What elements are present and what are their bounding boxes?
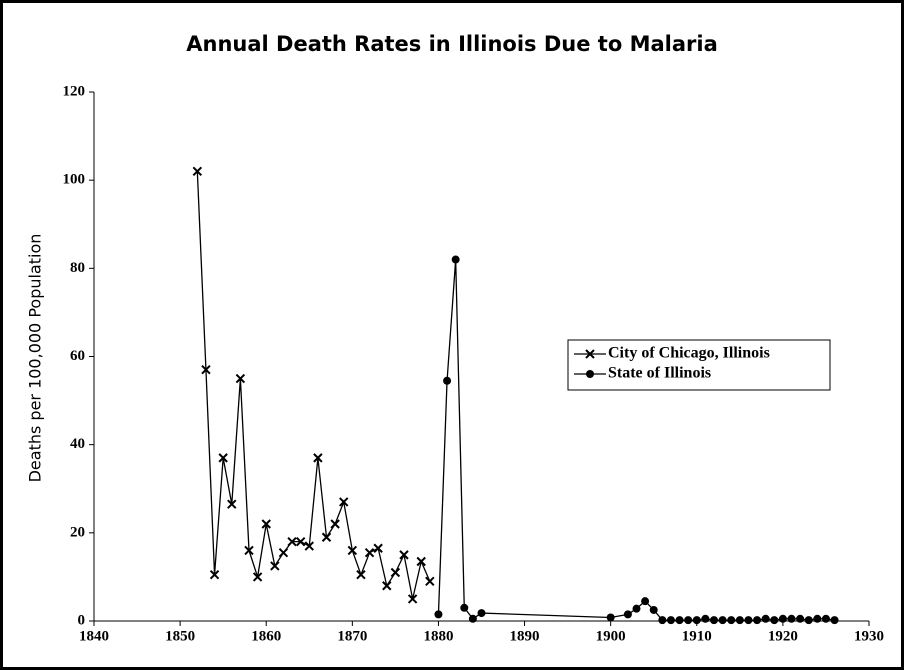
marker xyxy=(313,453,323,463)
marker xyxy=(347,545,358,556)
marker xyxy=(804,616,813,625)
marker xyxy=(460,603,469,612)
marker xyxy=(192,166,203,177)
marker xyxy=(443,376,452,385)
legend-label: State of Illinois xyxy=(608,365,711,382)
marker xyxy=(252,572,263,582)
marker xyxy=(606,613,615,622)
y-tick-label: 40 xyxy=(70,436,85,452)
legend-marker xyxy=(586,370,594,378)
marker xyxy=(209,570,220,580)
marker xyxy=(399,550,409,560)
marker xyxy=(407,594,418,604)
marker xyxy=(623,610,632,619)
x-tick-label: 1870 xyxy=(337,628,367,644)
y-tick-label: 60 xyxy=(70,348,85,364)
y-tick-label: 100 xyxy=(63,172,86,188)
marker xyxy=(641,597,650,606)
marker xyxy=(710,616,718,625)
marker xyxy=(434,610,443,619)
marker xyxy=(692,616,701,625)
marker xyxy=(796,614,805,623)
marker xyxy=(649,605,658,614)
marker xyxy=(727,616,736,625)
y-tick-label: 0 xyxy=(78,612,86,628)
y-tick-label: 120 xyxy=(63,83,86,99)
marker xyxy=(373,543,383,553)
marker xyxy=(201,365,211,375)
marker xyxy=(321,532,332,542)
marker xyxy=(425,576,435,587)
marker xyxy=(330,519,340,529)
marker xyxy=(632,604,641,613)
marker xyxy=(813,614,822,623)
x-tick-label: 1890 xyxy=(510,628,540,644)
marker xyxy=(684,616,693,625)
marker xyxy=(261,519,271,529)
legend-marker xyxy=(585,349,595,359)
marker xyxy=(658,616,667,625)
chart-title: Annual Death Rates in Illinois Due to Ma… xyxy=(186,32,718,56)
x-tick-label: 1920 xyxy=(768,628,798,644)
marker xyxy=(390,567,401,578)
marker xyxy=(295,536,306,547)
marker xyxy=(235,373,246,384)
x-tick-label: 1860 xyxy=(251,628,281,644)
marker xyxy=(364,547,375,558)
marker xyxy=(770,616,779,625)
x-tick-label: 1900 xyxy=(596,628,626,644)
legend-box xyxy=(567,339,831,391)
marker xyxy=(416,556,426,567)
marker xyxy=(287,536,297,547)
marker xyxy=(451,255,460,264)
marker xyxy=(339,497,349,507)
x-tick-label: 1930 xyxy=(854,628,884,644)
marker xyxy=(278,547,289,558)
series-line xyxy=(196,171,431,600)
marker xyxy=(477,609,486,618)
x-tick-label: 1850 xyxy=(165,628,195,644)
marker xyxy=(718,616,727,625)
marker xyxy=(744,616,753,625)
marker xyxy=(356,570,366,580)
marker xyxy=(830,616,839,625)
marker xyxy=(304,541,314,551)
marker xyxy=(675,616,684,625)
y-tick-label: 80 xyxy=(70,260,85,276)
marker xyxy=(227,499,237,509)
x-tick-label: 1910 xyxy=(682,628,712,644)
x-tick-label: 1840 xyxy=(79,628,109,644)
marker xyxy=(270,561,280,571)
x-tick-label: 1880 xyxy=(423,628,453,644)
marker xyxy=(778,614,787,623)
y-tick-label: 20 xyxy=(70,524,85,540)
marker xyxy=(761,614,770,623)
y-axis-label: Deaths per 100,000 Population xyxy=(26,234,45,483)
marker xyxy=(787,614,796,623)
marker xyxy=(666,616,675,625)
marker xyxy=(218,453,228,463)
marker xyxy=(468,614,477,623)
marker xyxy=(735,616,744,625)
legend-label: City of Chicago, Illinois xyxy=(608,345,770,362)
marker xyxy=(244,545,254,556)
marker xyxy=(821,614,830,623)
marker xyxy=(753,616,762,625)
marker xyxy=(382,581,392,591)
marker xyxy=(701,614,710,623)
